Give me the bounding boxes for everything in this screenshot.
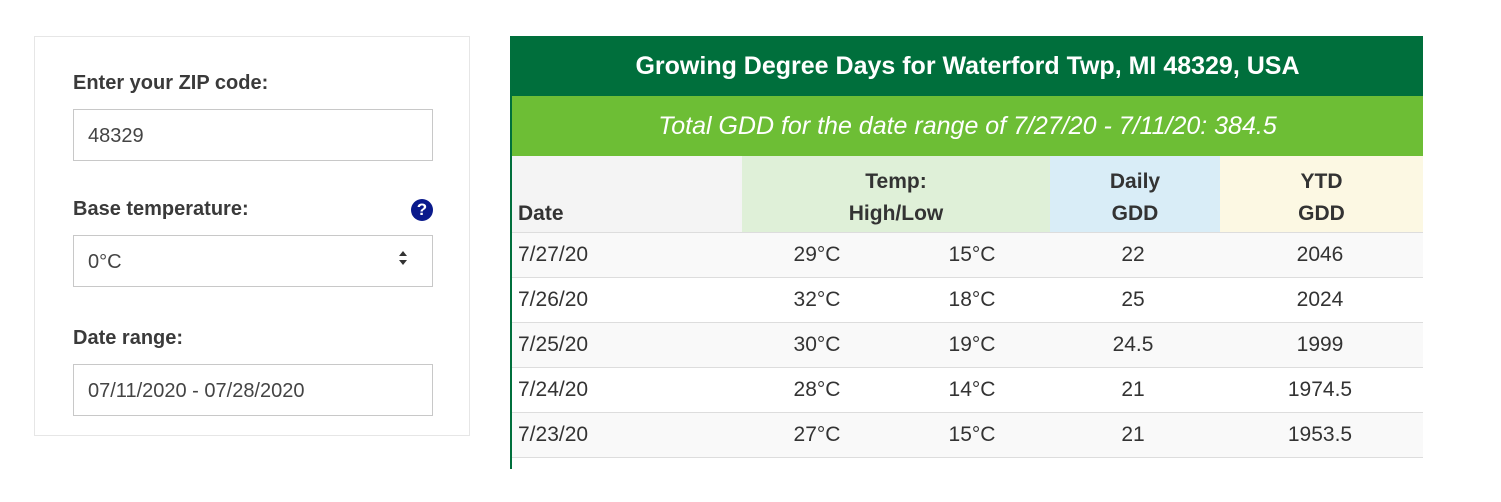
header-line: GDD (1298, 202, 1345, 225)
base-label: Base temperature: (73, 198, 249, 220)
table-cell: 2024 (1296, 288, 1344, 311)
table-cell: 21 (1121, 378, 1145, 401)
table-cell: 18°C (948, 288, 996, 311)
table-title: Growing Degree Days for Waterford Twp, M… (512, 36, 1423, 96)
table-cell: 1999 (1296, 333, 1344, 356)
header-line: High/Low (848, 202, 944, 225)
table-row: 7/24/20 28°C 14°C 21 1974.5 (512, 367, 1423, 412)
column-header: Temp: High/Low (742, 156, 1050, 232)
table-cell: 24.5 (1112, 333, 1154, 356)
table-cell: 15°C (948, 243, 996, 266)
table-subtitle: Total GDD for the date range of 7/27/20 … (512, 96, 1423, 156)
date-label: Date range: (73, 327, 184, 349)
table-cell: 1953.5 (1287, 423, 1353, 446)
table-cell: 7/25/20 (518, 333, 589, 356)
header-line: Temp: (865, 170, 927, 193)
table-cell: 22 (1121, 243, 1145, 266)
help-icon[interactable]: ? (411, 199, 433, 221)
table-cell: 2046 (1296, 243, 1344, 266)
form-panel (34, 36, 470, 436)
header-line: GDD (1111, 202, 1159, 225)
column-header: Date (512, 156, 742, 232)
table-cell: 28°C (793, 378, 841, 401)
table-cell: 1974.5 (1287, 378, 1353, 401)
table-cell: 25 (1121, 288, 1145, 311)
zip-label: Enter your ZIP code: (73, 72, 269, 94)
header-line: YTD (1300, 170, 1343, 193)
table-cell: 21 (1121, 423, 1145, 446)
header-line: Date (518, 202, 564, 225)
table-row: 7/26/20 32°C 18°C 25 2024 (512, 277, 1423, 322)
header-line: Daily (1109, 170, 1161, 193)
table-cell: 15°C (948, 423, 996, 446)
base-select[interactable]: 0°C (73, 235, 433, 287)
table-cell: 7/26/20 (518, 288, 589, 311)
gdd-table: Growing Degree Days for Waterford Twp, M… (510, 36, 1423, 502)
table-cell: 29°C (793, 243, 841, 266)
column-header: Daily GDD (1050, 156, 1220, 232)
column-header: YTD GDD (1220, 156, 1423, 232)
zip-input[interactable]: 48329 (73, 109, 433, 161)
select-arrows (399, 251, 407, 265)
table-cell: 27°C (793, 423, 841, 446)
table-cell: 19°C (948, 333, 996, 356)
table-row: 7/27/20 29°C 15°C 22 2046 (512, 232, 1423, 277)
table-row-border (512, 457, 1423, 502)
table-cell: 32°C (793, 288, 841, 311)
table-cell: 7/27/20 (518, 243, 589, 266)
table-cell: 14°C (948, 378, 996, 401)
table-row: 7/25/20 30°C 19°C 24.5 1999 (512, 322, 1423, 367)
table-cell: 30°C (793, 333, 841, 356)
page: Enter your ZIP code: 48329 Base temperat… (34, 36, 1423, 502)
date-input[interactable]: 07/11/2020 - 07/28/2020 (73, 364, 433, 416)
table-cell: 7/23/20 (518, 423, 589, 446)
table-cell: 7/24/20 (518, 378, 589, 401)
table-row: 7/23/20 27°C 15°C 21 1953.5 (512, 412, 1423, 457)
